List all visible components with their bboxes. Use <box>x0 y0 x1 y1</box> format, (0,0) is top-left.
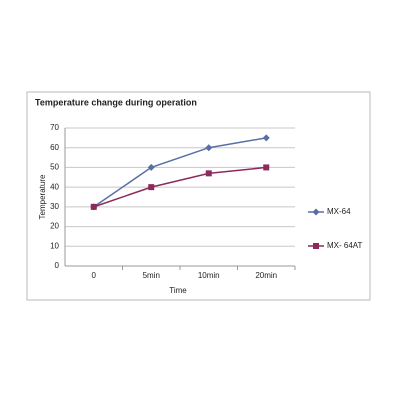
x-axis-label: Time <box>169 286 187 295</box>
x-tick-label: 10min <box>198 271 220 280</box>
y-axis-label: Temperature <box>38 174 47 219</box>
y-tick-label: 60 <box>50 143 59 152</box>
series-line <box>93 166 267 208</box>
marker <box>147 163 155 171</box>
marker <box>262 134 270 142</box>
series-line <box>93 137 267 208</box>
marker <box>312 208 320 216</box>
y-tick-label: 30 <box>50 202 59 211</box>
chart-frame <box>26 91 371 301</box>
legend-label: MX-64 <box>327 207 351 216</box>
y-tick-label: 70 <box>50 123 59 132</box>
x-tick-label: 5min <box>143 271 160 280</box>
y-tick-label: 40 <box>50 182 59 191</box>
marker <box>90 203 97 210</box>
marker <box>205 170 212 177</box>
y-tick-label: 20 <box>50 222 59 231</box>
chart-title: Temperature change during operation <box>35 97 197 107</box>
x-tick-label: 20min <box>255 271 277 280</box>
y-tick-label: 0 <box>55 261 60 270</box>
marker <box>205 144 213 152</box>
x-tick-label: 0 <box>92 271 97 280</box>
marker <box>263 164 270 171</box>
y-tick-label: 50 <box>50 163 59 172</box>
marker <box>148 184 155 191</box>
legend-label: MX- 64AT <box>327 241 363 250</box>
y-tick-label: 10 <box>50 241 59 250</box>
marker <box>313 243 319 249</box>
